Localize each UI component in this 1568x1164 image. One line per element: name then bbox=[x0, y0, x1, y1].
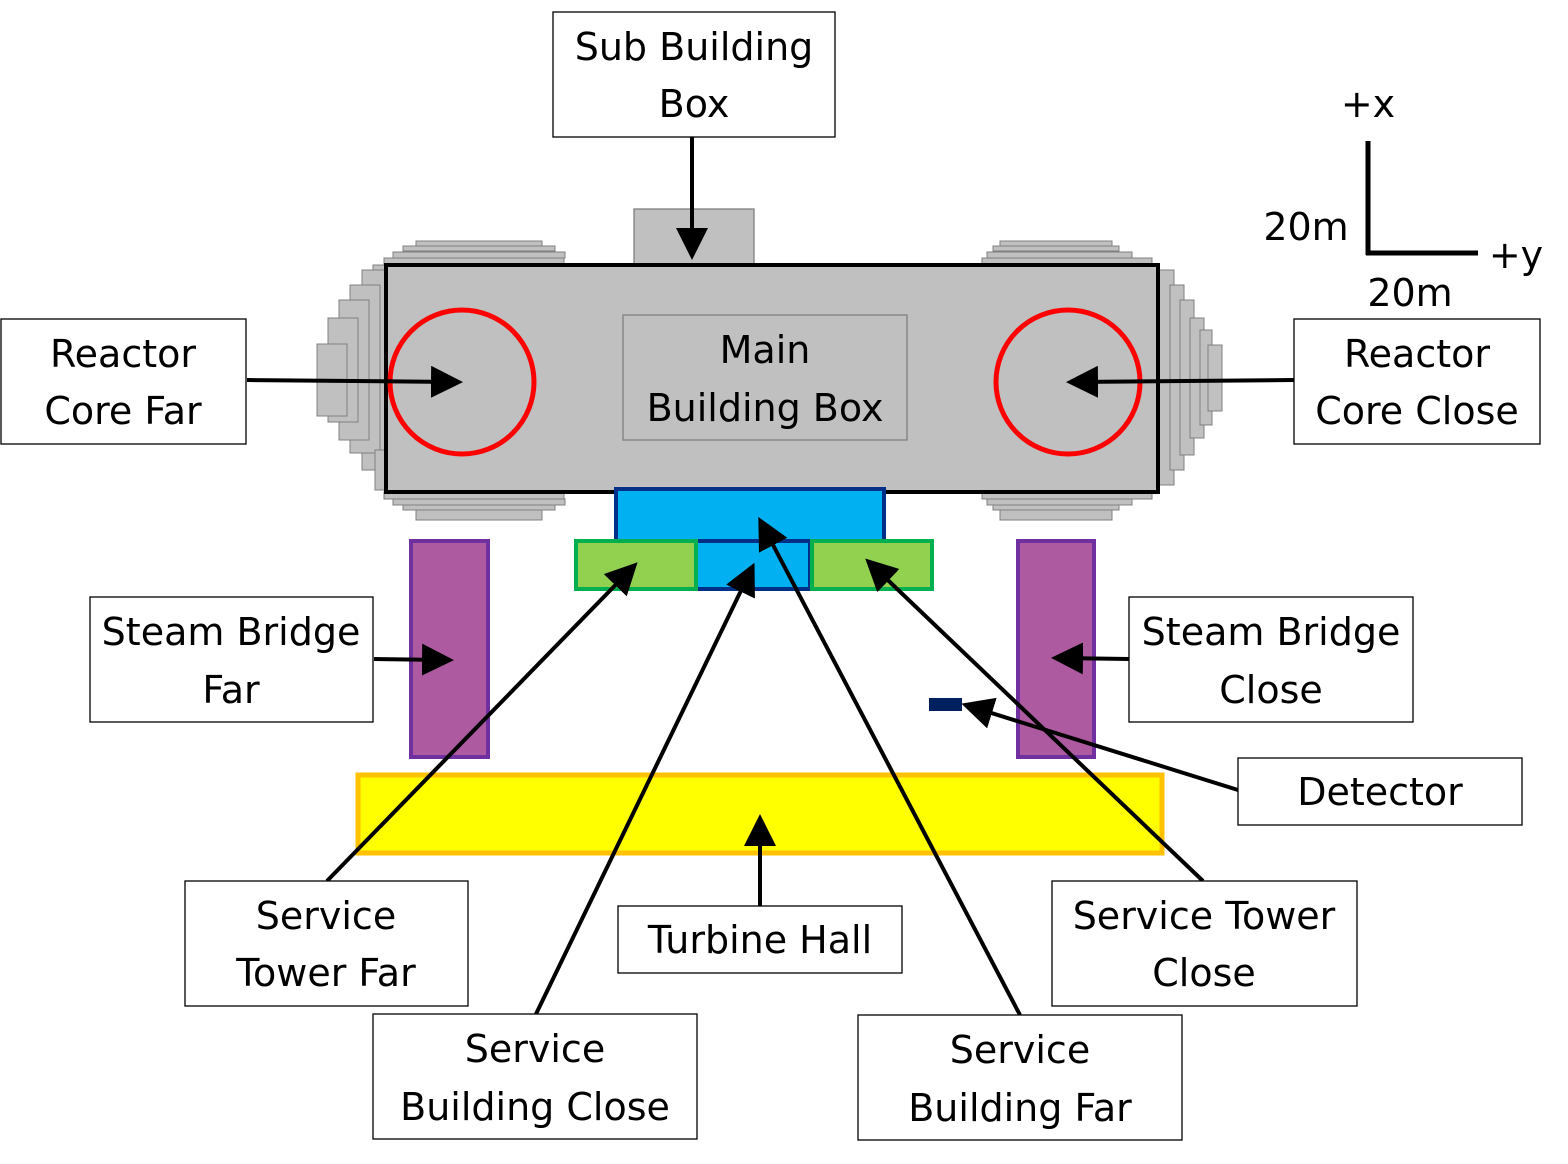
arrow-reactor-core-far bbox=[246, 365, 463, 398]
service-tower-far-shape bbox=[574, 539, 698, 591]
axis-y-scale: 20m bbox=[1367, 271, 1452, 315]
label-line: Core Close bbox=[1315, 389, 1519, 433]
label-line: Steam Bridge bbox=[1142, 610, 1401, 654]
detector-shape bbox=[929, 698, 962, 711]
label-line: Service bbox=[465, 1027, 605, 1071]
axis-y-label: +y bbox=[1489, 233, 1543, 277]
arrow-steam-bridge-far bbox=[373, 643, 454, 676]
arrow-service-tower-far bbox=[325, 562, 638, 883]
arrow-detector bbox=[961, 697, 1239, 792]
arrow-service-tower-close bbox=[865, 558, 1205, 883]
label-line: Steam Bridge bbox=[102, 610, 361, 654]
label-detector: Detector bbox=[1237, 757, 1523, 826]
label-line: Service bbox=[950, 1028, 1090, 1072]
label-line: Sub Building bbox=[575, 25, 814, 69]
label-sub-building-box: Sub Building Box bbox=[552, 11, 836, 138]
label-line: Reactor bbox=[1344, 332, 1490, 376]
label-line: Building Box bbox=[647, 386, 884, 430]
label-line: Main bbox=[720, 328, 811, 372]
axis-x-label: +x bbox=[1341, 82, 1395, 126]
label-turbine-hall: Turbine Hall bbox=[617, 905, 903, 974]
arrow-service-building-close bbox=[534, 562, 755, 1015]
label-line: Building Close bbox=[400, 1085, 670, 1129]
label-reactor-core-close: Reactor Core Close bbox=[1293, 318, 1541, 445]
label-reactor-core-far: Reactor Core Far bbox=[0, 318, 247, 445]
label-line: Core Far bbox=[44, 389, 202, 433]
label-line: Close bbox=[1152, 951, 1256, 995]
arrow-service-building-far bbox=[758, 516, 1022, 1016]
label-line: Box bbox=[659, 82, 730, 126]
label-line: Far bbox=[202, 668, 260, 712]
axis-indicator: +x +y 20m 20m bbox=[1263, 82, 1543, 315]
label-main-building-box: Main Building Box bbox=[622, 314, 908, 441]
label-steam-bridge-far: Steam Bridge Far bbox=[89, 596, 374, 723]
steam-bridge-far-shape bbox=[409, 539, 490, 759]
label-service-tower-far: Service Tower Far bbox=[184, 880, 469, 1007]
label-service-tower-close: Service Tower Close bbox=[1051, 880, 1358, 1007]
label-line: Service Tower bbox=[1073, 894, 1336, 938]
label-line: Detector bbox=[1297, 770, 1463, 814]
label-line: Building Far bbox=[908, 1086, 1132, 1130]
callout-arrows bbox=[246, 137, 1295, 1016]
label-line: Turbine Hall bbox=[647, 918, 872, 962]
label-line: Close bbox=[1219, 668, 1323, 712]
label-line: Service bbox=[256, 894, 396, 938]
axis-x-scale: 20m bbox=[1263, 205, 1348, 249]
arrow-steam-bridge-close bbox=[1051, 642, 1130, 675]
label-steam-bridge-close: Steam Bridge Close bbox=[1128, 596, 1414, 723]
label-line: Tower Far bbox=[235, 951, 416, 995]
arrow-reactor-core-close bbox=[1066, 365, 1295, 398]
label-service-building-close: Service Building Close bbox=[372, 1013, 698, 1140]
label-service-building-far: Service Building Far bbox=[857, 1014, 1183, 1141]
service-building-shape bbox=[614, 487, 886, 543]
reactor-dome-close bbox=[981, 240, 1223, 521]
label-line: Reactor bbox=[50, 332, 196, 376]
